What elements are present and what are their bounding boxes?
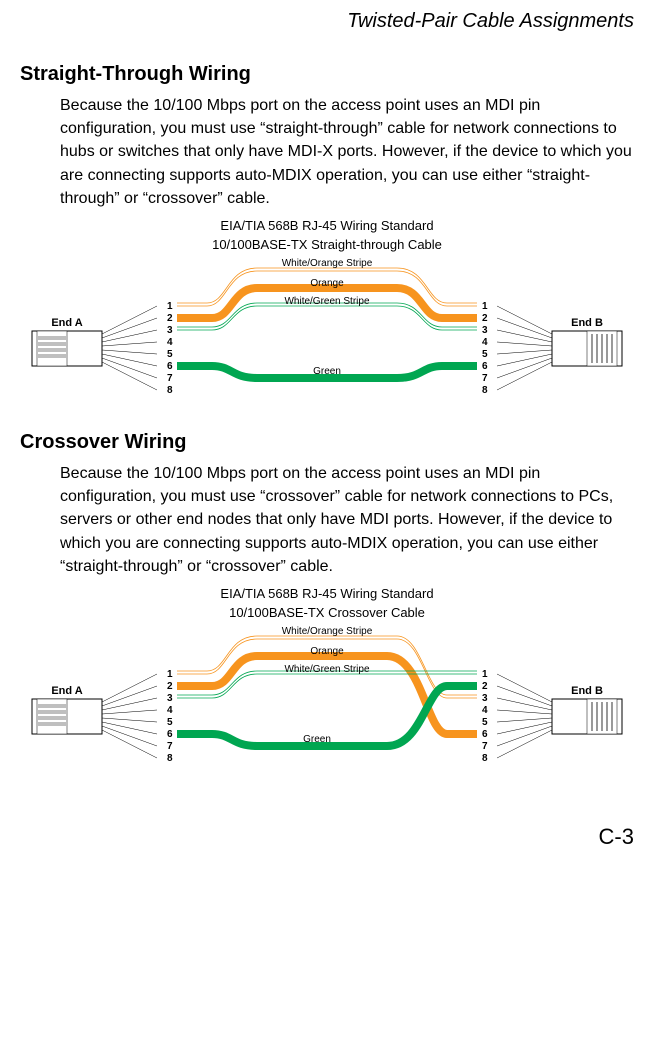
svg-text:White/Orange Stripe: White/Orange Stripe <box>282 626 373 637</box>
svg-text:8: 8 <box>167 385 173 396</box>
page-number: C-3 <box>20 824 634 850</box>
svg-text:8: 8 <box>482 385 488 396</box>
svg-text:3: 3 <box>482 693 488 704</box>
svg-text:3: 3 <box>167 325 173 336</box>
svg-text:2: 2 <box>167 681 173 692</box>
svg-text:Orange: Orange <box>310 278 344 289</box>
connector-end-a: End A 1 2 3 4 5 6 7 8 <box>32 301 173 396</box>
svg-text:5: 5 <box>167 349 173 360</box>
svg-text:2: 2 <box>482 313 488 324</box>
svg-text:2: 2 <box>167 313 173 324</box>
diagram2-title2: 10/100BASE-TX Crossover Cable <box>20 605 634 620</box>
svg-text:3: 3 <box>482 325 488 336</box>
svg-text:7: 7 <box>167 741 173 752</box>
svg-text:1: 1 <box>167 669 173 680</box>
svg-text:Green: Green <box>313 366 341 377</box>
page-header: Twisted-Pair Cable Assignments <box>20 10 634 33</box>
end-a-label: End A <box>51 317 82 329</box>
svg-text:4: 4 <box>167 705 173 716</box>
diagram2-title1: EIA/TIA 568B RJ-45 Wiring Standard <box>20 586 634 601</box>
svg-text:5: 5 <box>482 349 488 360</box>
svg-text:7: 7 <box>167 373 173 384</box>
svg-text:6: 6 <box>482 361 488 372</box>
connector-end-a: End A 1 2 3 4 5 6 7 8 <box>32 669 173 764</box>
section1-body: Because the 10/100 Mbps port on the acce… <box>60 94 634 210</box>
end-b-label: End B <box>571 317 603 329</box>
svg-text:White/Green Stripe: White/Green Stripe <box>284 664 369 675</box>
section1-heading: Straight-Through Wiring <box>20 63 634 86</box>
svg-text:Orange: Orange <box>310 646 344 657</box>
svg-text:2: 2 <box>482 681 488 692</box>
svg-text:1: 1 <box>167 301 173 312</box>
svg-text:1: 1 <box>482 301 488 312</box>
svg-text:6: 6 <box>482 729 488 740</box>
svg-text:1: 1 <box>482 669 488 680</box>
diagram1: End A 1 2 3 4 5 6 7 8 <box>20 256 634 416</box>
connector-end-b: End B 1 2 3 4 5 6 7 8 <box>482 669 622 764</box>
svg-text:8: 8 <box>167 753 173 764</box>
svg-text:7: 7 <box>482 741 488 752</box>
svg-text:4: 4 <box>167 337 173 348</box>
section2-heading: Crossover Wiring <box>20 431 634 454</box>
diagram1-title2: 10/100BASE-TX Straight-through Cable <box>20 237 634 252</box>
diagram1-title1: EIA/TIA 568B RJ-45 Wiring Standard <box>20 218 634 233</box>
svg-text:8: 8 <box>482 753 488 764</box>
svg-text:White/Green Stripe: White/Green Stripe <box>284 296 369 307</box>
section2-body: Because the 10/100 Mbps port on the acce… <box>60 462 634 578</box>
svg-text:7: 7 <box>482 373 488 384</box>
connector-end-b: End B 1 2 3 4 5 6 7 8 <box>482 301 622 396</box>
svg-text:End B: End B <box>571 685 603 697</box>
svg-text:White/Orange Stripe: White/Orange Stripe <box>282 258 373 269</box>
straight-wires: White/Orange Stripe Orange White/Green S… <box>177 258 477 378</box>
svg-text:4: 4 <box>482 705 488 716</box>
svg-text:4: 4 <box>482 337 488 348</box>
diagram2: End A 1 2 3 4 5 6 7 8 <box>20 624 634 794</box>
crossover-wires: White/Orange Stripe Orange White/Green S… <box>177 626 477 746</box>
svg-text:5: 5 <box>167 717 173 728</box>
svg-text:6: 6 <box>167 729 173 740</box>
svg-text:6: 6 <box>167 361 173 372</box>
svg-text:Green: Green <box>303 734 331 745</box>
svg-text:5: 5 <box>482 717 488 728</box>
svg-text:3: 3 <box>167 693 173 704</box>
svg-text:End A: End A <box>51 685 82 697</box>
